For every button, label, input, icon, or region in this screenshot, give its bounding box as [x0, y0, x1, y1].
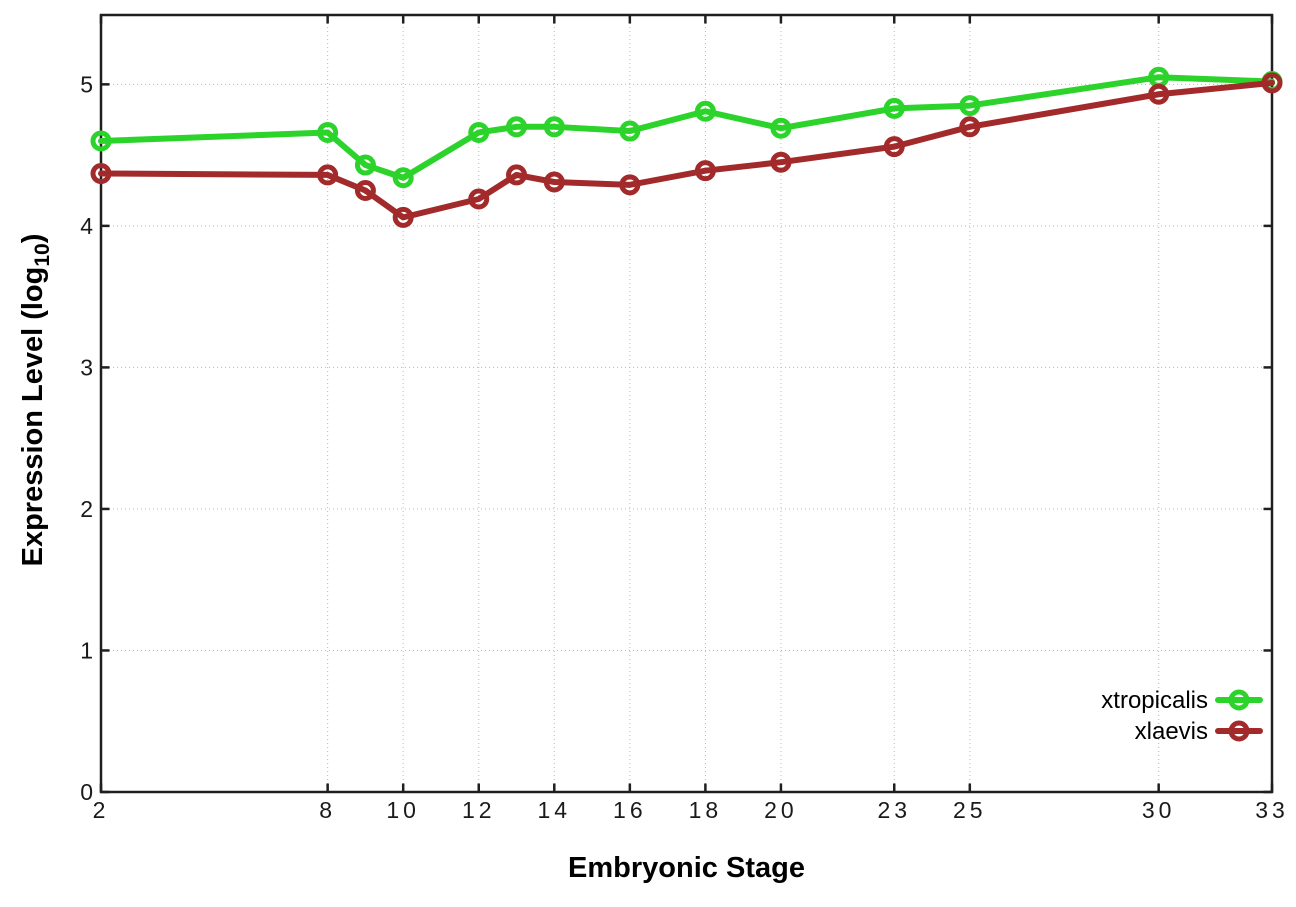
data-point-xtropicalis	[694, 100, 716, 122]
data-point-xlaevis	[694, 160, 716, 182]
x-tick-label: 12	[462, 797, 496, 823]
data-point-xlaevis	[883, 136, 905, 158]
data-point-xlaevis	[317, 164, 339, 186]
x-tick-label: 25	[953, 797, 987, 823]
data-point-xlaevis	[354, 179, 376, 201]
series-line-xlaevis	[98, 79, 1275, 221]
x-tick-label: 16	[613, 797, 647, 823]
y-tick-label: 3	[80, 354, 93, 380]
data-point-xtropicalis	[317, 121, 339, 143]
legend-marker-xlaevis	[1228, 720, 1250, 742]
data-point-xtropicalis	[506, 116, 528, 138]
data-point-xtropicalis	[90, 130, 112, 152]
legend-label-xlaevis: xlaevis	[1135, 718, 1208, 745]
y-axis-label-close: )	[17, 234, 49, 244]
x-tick-label: 10	[386, 797, 420, 823]
x-tick-label: 30	[1142, 797, 1176, 823]
y-tick-label: 5	[80, 71, 93, 97]
data-point-xtropicalis	[392, 167, 414, 189]
data-point-xtropicalis	[959, 95, 981, 117]
data-point-xlaevis	[770, 151, 792, 173]
y-tick-label: 2	[80, 496, 93, 522]
y-tick-label: 0	[80, 779, 93, 805]
y-axis-label: Expression Level (log10)	[17, 234, 54, 567]
data-point-xtropicalis	[468, 121, 490, 143]
data-point-xtropicalis	[883, 97, 905, 119]
data-point-xlaevis	[959, 116, 981, 138]
legend-marker-xtropicalis	[1228, 689, 1250, 711]
x-tick-label: 2	[93, 797, 110, 823]
y-axis-label-main: Expression Level (log	[17, 267, 49, 567]
data-point-xlaevis	[1148, 83, 1170, 105]
data-point-xlaevis	[506, 164, 528, 186]
plot-border	[99, 13, 1274, 794]
x-tick-label: 18	[689, 797, 723, 823]
data-point-xlaevis	[1261, 72, 1283, 94]
y-tick-label: 4	[80, 213, 93, 239]
series-line-xtropicalis	[98, 74, 1275, 181]
x-tick-label: 14	[537, 797, 571, 823]
x-tick-label: 33	[1255, 797, 1289, 823]
legend: xtropicalis xlaevis	[1101, 687, 1263, 745]
x-tick-label: 8	[319, 797, 336, 823]
x-axis-label: Embryonic Stage	[568, 852, 805, 884]
data-point-xlaevis	[90, 163, 112, 185]
data-point-xlaevis	[543, 171, 565, 193]
y-tick-label: 1	[80, 637, 93, 663]
y-axis-label-subscript: 10	[31, 243, 54, 266]
data-point-xlaevis	[619, 174, 641, 196]
data-point-xtropicalis	[619, 120, 641, 142]
x-tick-label: 23	[877, 797, 911, 823]
data-point-xtropicalis	[354, 154, 376, 176]
legend-label-xtropicalis: xtropicalis	[1101, 687, 1208, 714]
data-point-xtropicalis	[543, 116, 565, 138]
data-point-xlaevis	[468, 188, 490, 210]
data-point-xlaevis	[392, 206, 414, 228]
data-point-xtropicalis	[770, 117, 792, 139]
x-tick-label: 20	[764, 797, 798, 823]
